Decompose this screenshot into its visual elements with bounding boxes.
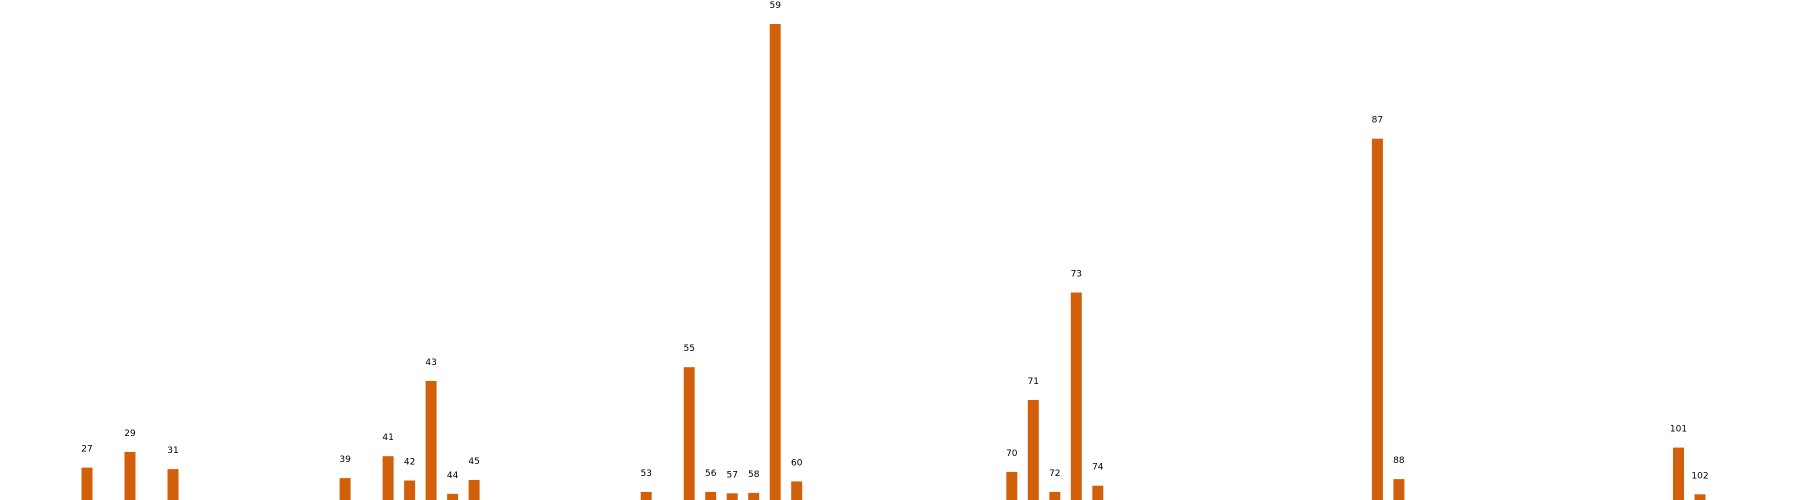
bar-label-102: 102 [1691, 471, 1708, 481]
bar-41 [382, 456, 394, 500]
bar-label-41: 41 [382, 433, 393, 443]
bar-label-53: 53 [640, 469, 651, 479]
bar-label-60: 60 [791, 458, 803, 468]
bar-label-31: 31 [167, 446, 178, 456]
bar-29 [124, 451, 136, 500]
bar-60 [791, 481, 803, 500]
bars-group [81, 24, 1706, 500]
bar-56 [705, 491, 717, 500]
bar-label-70: 70 [1006, 449, 1018, 459]
bar-31 [167, 469, 179, 500]
bar-27 [81, 467, 93, 500]
bar-58 [748, 492, 760, 500]
bar-53 [640, 491, 652, 500]
bar-57 [726, 493, 738, 500]
bar-label-72: 72 [1049, 469, 1060, 479]
bar-43 [425, 381, 437, 500]
bar-59 [769, 24, 781, 500]
bar-label-71: 71 [1028, 377, 1039, 387]
bar-55 [683, 367, 695, 500]
bar-72 [1049, 491, 1061, 500]
bar-44 [447, 493, 459, 500]
bar-label-87: 87 [1372, 116, 1383, 126]
bar-71 [1027, 400, 1039, 500]
bar-label-43: 43 [425, 358, 436, 368]
bar-label-55: 55 [683, 344, 694, 354]
bar-70 [1006, 471, 1018, 500]
bar-102 [1694, 494, 1706, 500]
bar-label-57: 57 [726, 470, 737, 480]
bar-label-59: 59 [769, 1, 781, 11]
bar-label-39: 39 [339, 455, 351, 465]
bar-label-101: 101 [1670, 425, 1687, 435]
bar-label-74: 74 [1092, 463, 1104, 473]
bar-label-58: 58 [748, 470, 760, 480]
bar-label-88: 88 [1393, 456, 1405, 466]
bar-label-44: 44 [447, 471, 459, 481]
bar-label-73: 73 [1071, 270, 1082, 280]
bar-101 [1673, 447, 1684, 500]
bar-42 [404, 480, 416, 500]
bar-87 [1371, 138, 1383, 500]
bar-label-56: 56 [705, 469, 717, 479]
bar-74 [1092, 485, 1104, 500]
bar-73 [1070, 292, 1082, 500]
bar-88 [1393, 479, 1405, 500]
bar-labels-group: 27 29 31 39 41 42 43 44 45 53 55 56 57 58 59 60 70 71 72 73… [81, 1, 1708, 481]
bar-label-27: 27 [81, 445, 92, 455]
bar-label-29: 29 [124, 429, 136, 439]
bar-45 [468, 480, 480, 500]
bar-label-42: 42 [404, 458, 415, 468]
bar-39 [339, 478, 351, 500]
bar-label-45: 45 [468, 457, 479, 467]
